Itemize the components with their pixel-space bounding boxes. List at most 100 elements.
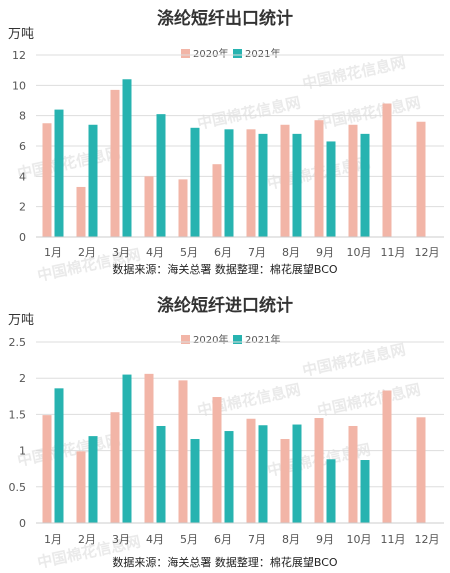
import-chart: 中国棉花信息网中国棉花信息网中国棉花信息网中国棉花信息网中国棉花信息网中国棉花信…	[8, 295, 444, 572]
watermark-text: 中国棉花信息网	[316, 93, 422, 132]
bar-2020-4	[144, 176, 154, 237]
bar-2021-6	[224, 129, 234, 237]
y-tick-label: 2	[19, 372, 26, 385]
bar-2021-7	[258, 133, 268, 237]
x-tick-label: 9月	[316, 246, 334, 259]
y-tick-label: 1	[19, 445, 26, 458]
y-unit-label: 万吨	[8, 27, 34, 42]
bar-2020-4	[144, 373, 154, 523]
x-tick-label: 6月	[214, 533, 232, 546]
legend-label: 2021年	[245, 47, 280, 60]
bar-2020-12	[416, 417, 426, 523]
y-tick-label: 0	[19, 231, 26, 244]
x-tick-label: 10月	[347, 246, 372, 259]
bar-2021-8	[292, 424, 302, 523]
x-tick-label: 12月	[415, 533, 440, 546]
bar-2020-10	[348, 124, 358, 237]
x-tick-label: 6月	[214, 246, 232, 259]
watermark-text: 中国棉花信息网	[301, 340, 407, 379]
x-tick-label: 7月	[248, 533, 266, 546]
x-tick-label: 5月	[180, 533, 198, 546]
bar-2020-9	[314, 418, 324, 523]
y-tick-label: 1.5	[9, 408, 27, 421]
x-tick-label: 2月	[78, 533, 96, 546]
legend-swatch	[233, 49, 242, 58]
y-tick-label: 4	[19, 170, 26, 183]
y-tick-label: 12	[12, 49, 26, 62]
bar-2020-10	[348, 425, 358, 523]
bar-2021-2	[88, 436, 98, 523]
x-tick-label: 3月	[112, 533, 130, 546]
bar-2020-8	[280, 124, 290, 237]
x-tick-label: 10月	[347, 533, 372, 546]
y-tick-label: 0.5	[9, 481, 27, 494]
x-tick-label: 4月	[146, 533, 164, 546]
bar-2021-10	[360, 460, 370, 523]
bar-2020-9	[314, 120, 324, 237]
bar-2021-1	[54, 388, 64, 523]
x-tick-label: 11月	[381, 246, 406, 259]
x-tick-label: 3月	[112, 246, 130, 259]
legend-swatch	[181, 49, 190, 58]
chart-title: 涤纶短纤进口统计	[157, 295, 293, 316]
x-tick-label: 11月	[381, 533, 406, 546]
x-tick-label: 7月	[248, 246, 266, 259]
legend-label: 2021年	[245, 333, 280, 346]
bar-2021-9	[326, 459, 336, 523]
bar-2020-3	[110, 412, 120, 523]
legend-label: 2020年	[193, 333, 228, 346]
bar-2020-7	[246, 129, 256, 237]
bar-2021-4	[156, 114, 166, 237]
y-tick-label: 0	[19, 517, 26, 530]
legend-swatch	[233, 335, 242, 344]
y-tick-label: 2.5	[9, 336, 27, 349]
bar-2020-2	[76, 451, 86, 523]
import-chart-panel: 中国棉花信息网中国棉花信息网中国棉花信息网中国棉花信息网中国棉花信息网中国棉花信…	[0, 287, 450, 573]
bar-2020-7	[246, 418, 256, 523]
bar-2020-6	[212, 397, 222, 523]
bar-2020-8	[280, 439, 290, 523]
bar-2021-5	[190, 439, 200, 523]
bar-2021-9	[326, 141, 336, 237]
bar-2020-5	[178, 179, 188, 237]
bar-2021-2	[88, 124, 98, 237]
bar-2021-1	[54, 109, 64, 237]
bar-2020-1	[42, 123, 52, 237]
x-tick-label: 4月	[146, 246, 164, 259]
bar-2020-6	[212, 164, 222, 237]
y-tick-label: 2	[19, 201, 26, 214]
bar-2021-6	[224, 431, 234, 523]
source-note: 数据来源：海关总署 数据整理：棉花展望BCO	[112, 555, 338, 569]
legend-label: 2020年	[193, 47, 228, 60]
chart-title: 涤纶短纤出口统计	[157, 8, 293, 29]
y-tick-label: 6	[19, 140, 26, 153]
x-tick-label: 2月	[78, 246, 96, 259]
bar-2021-5	[190, 127, 200, 237]
bar-2020-11	[382, 390, 392, 523]
x-tick-label: 9月	[316, 533, 334, 546]
source-note: 数据来源：海关总署 数据整理：棉花展望BCO	[112, 262, 338, 276]
y-unit-label: 万吨	[8, 313, 34, 328]
bar-2021-3	[122, 374, 132, 523]
export-chart-panel: 中国棉花信息网中国棉花信息网中国棉花信息网中国棉花信息网中国棉花信息网中国棉花信…	[8, 8, 444, 285]
x-tick-label: 5月	[180, 246, 198, 259]
bar-2021-7	[258, 425, 268, 523]
bar-2021-4	[156, 425, 166, 523]
export-chart: 中国棉花信息网中国棉花信息网中国棉花信息网中国棉花信息网中国棉花信息网中国棉花信…	[8, 8, 444, 285]
bar-2021-8	[292, 133, 302, 237]
x-tick-label: 1月	[44, 533, 62, 546]
watermark-text: 中国棉花信息网	[301, 53, 407, 92]
bar-2021-10	[360, 133, 370, 237]
bar-2020-3	[110, 89, 120, 237]
y-tick-label: 8	[19, 110, 26, 123]
x-tick-label: 1月	[44, 246, 62, 259]
x-tick-label: 8月	[282, 246, 300, 259]
y-tick-label: 10	[12, 79, 26, 92]
bar-2021-3	[122, 79, 132, 238]
bar-2020-1	[42, 415, 52, 523]
bar-2020-5	[178, 380, 188, 523]
x-tick-label: 8月	[282, 533, 300, 546]
legend-swatch	[181, 335, 190, 344]
watermark-text: 中国棉花信息网	[16, 143, 122, 182]
x-tick-label: 12月	[415, 246, 440, 259]
